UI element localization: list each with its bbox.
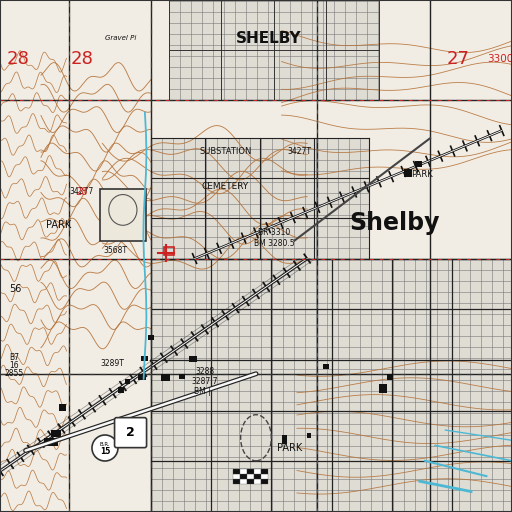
Bar	[282, 435, 287, 444]
Bar	[261, 469, 268, 474]
Circle shape	[92, 435, 118, 461]
Text: 2855: 2855	[5, 369, 24, 378]
Bar	[138, 374, 146, 380]
Text: 3427T: 3427T	[288, 146, 311, 156]
Bar	[189, 356, 198, 362]
Bar	[233, 479, 240, 484]
Bar	[415, 161, 422, 167]
Bar	[148, 335, 155, 340]
Text: SUBSTATION: SUBSTATION	[199, 146, 251, 156]
Bar	[100, 189, 146, 241]
Text: 34277: 34277	[70, 187, 94, 197]
Text: BM 3280.5: BM 3280.5	[253, 239, 294, 248]
Text: 28: 28	[71, 50, 93, 68]
Text: BM |: BM |	[194, 387, 210, 396]
Text: 3287.7: 3287.7	[191, 377, 218, 386]
Text: 15: 15	[100, 447, 110, 457]
FancyBboxPatch shape	[115, 418, 146, 447]
Text: PARK: PARK	[46, 220, 72, 230]
Bar	[404, 169, 413, 177]
Text: PARK: PARK	[412, 169, 433, 179]
Text: 3289T: 3289T	[101, 359, 124, 368]
Bar	[151, 259, 512, 512]
Bar	[118, 387, 124, 393]
Bar	[240, 474, 247, 479]
Bar	[51, 430, 61, 437]
Text: Shelby: Shelby	[349, 211, 439, 234]
Bar	[151, 138, 369, 259]
Text: 56: 56	[9, 284, 22, 294]
Bar	[240, 479, 247, 484]
Text: 16: 16	[10, 361, 19, 370]
Bar	[164, 247, 174, 255]
Bar	[233, 474, 240, 479]
Text: 28: 28	[76, 187, 88, 197]
Bar	[247, 474, 254, 479]
Bar	[240, 469, 247, 474]
Text: 2: 2	[126, 426, 135, 439]
Bar	[387, 374, 393, 380]
Bar	[125, 379, 131, 384]
Text: 3288: 3288	[195, 367, 215, 376]
Bar	[161, 374, 170, 381]
Text: 3568T: 3568T	[103, 246, 127, 255]
Bar	[247, 469, 254, 474]
Bar	[254, 479, 261, 484]
Bar	[379, 384, 387, 393]
Bar	[169, 0, 379, 100]
Text: PARK: PARK	[276, 443, 302, 453]
Bar	[261, 479, 268, 484]
Bar	[59, 404, 66, 412]
Text: 28: 28	[7, 50, 29, 68]
Text: 27: 27	[447, 50, 470, 68]
Bar	[254, 469, 261, 474]
Bar	[247, 479, 254, 484]
Text: B.R.: B.R.	[100, 442, 110, 447]
Bar	[307, 433, 311, 438]
Text: CEMETERY: CEMETERY	[202, 182, 249, 191]
Bar	[141, 356, 148, 361]
Bar	[179, 374, 185, 379]
Text: 3300: 3300	[487, 54, 512, 64]
Text: BR 3310: BR 3310	[258, 228, 290, 238]
Bar	[233, 469, 240, 474]
Text: SHELBY: SHELBY	[236, 31, 302, 46]
Bar	[254, 474, 261, 479]
Text: B7: B7	[9, 353, 19, 362]
Text: Gravel Pi: Gravel Pi	[104, 35, 136, 41]
Bar	[44, 438, 57, 446]
Bar	[323, 364, 329, 369]
Bar	[261, 474, 268, 479]
